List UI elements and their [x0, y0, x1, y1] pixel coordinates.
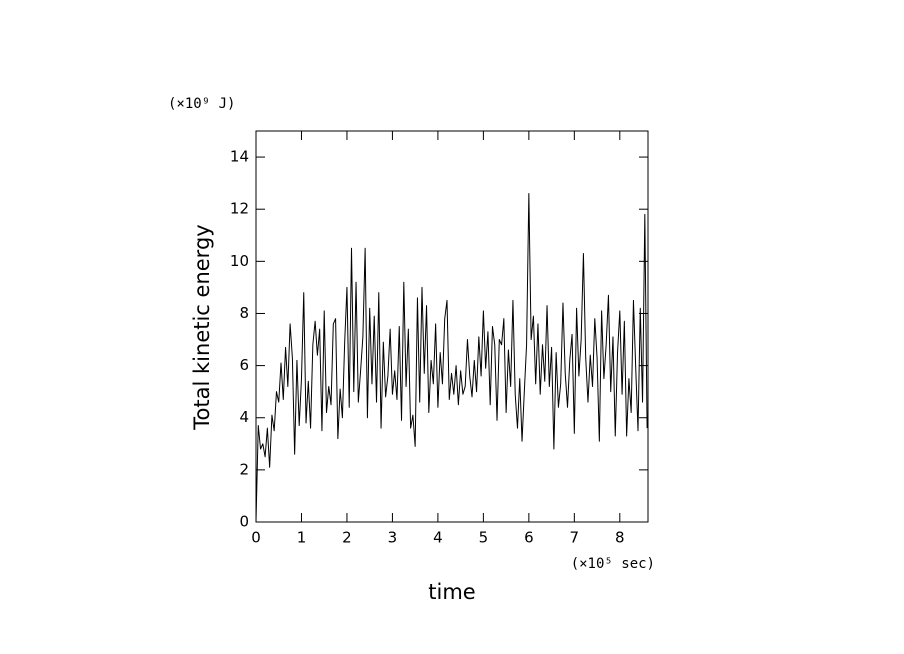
- y-tick-label: 12: [230, 200, 249, 218]
- y-tick-label: 4: [239, 408, 249, 426]
- x-tick-label: 0: [251, 529, 261, 547]
- x-tick-label: 8: [615, 529, 625, 547]
- x-tick-label: 1: [297, 529, 307, 547]
- y-tick-label: 6: [239, 356, 249, 374]
- y-tick-label: 8: [239, 304, 249, 322]
- data-line: [255, 193, 648, 523]
- x-tick-label: 6: [524, 529, 534, 547]
- x-tick-label: 4: [433, 529, 443, 547]
- y-tick-label: 10: [230, 252, 249, 270]
- y-unit: (×10⁹ J): [168, 96, 235, 112]
- x-axis-label: time: [428, 580, 475, 604]
- x-unit: (×10⁵ sec): [571, 556, 655, 572]
- y-tick-label: 0: [239, 513, 249, 531]
- plot-frame: [255, 130, 649, 523]
- x-tick-label: 3: [388, 529, 398, 547]
- y-tick-label: 14: [230, 148, 249, 166]
- y-tick-label: 2: [239, 460, 249, 478]
- y-axis-label: Total kinetic energy: [190, 224, 214, 430]
- x-tick-label: 5: [479, 529, 489, 547]
- x-tick-label: 2: [342, 529, 352, 547]
- x-tick-label: 7: [570, 529, 580, 547]
